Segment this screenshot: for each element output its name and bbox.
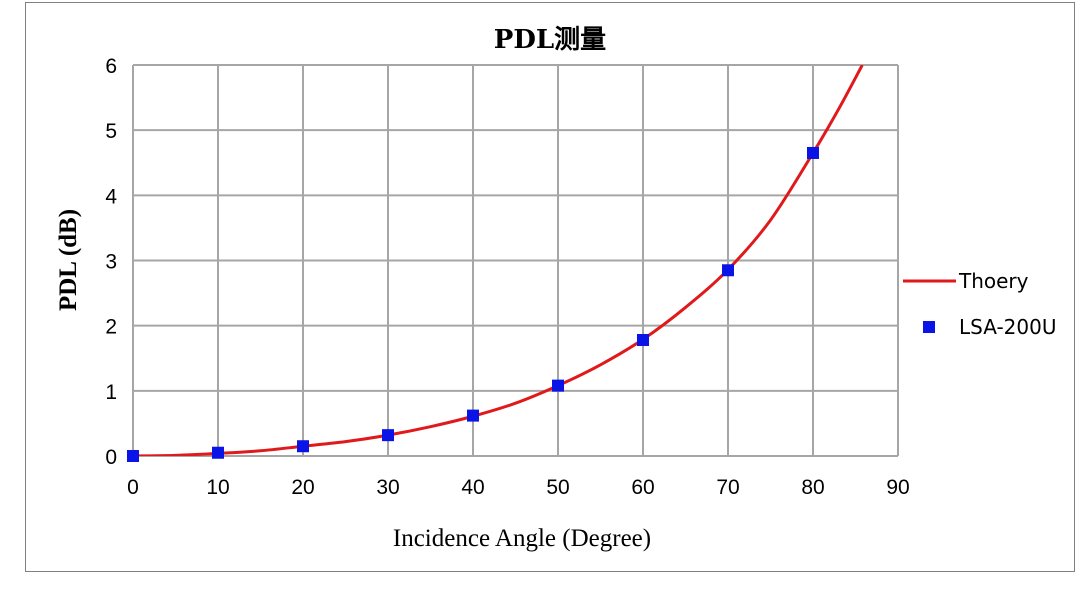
lsa-point bbox=[807, 146, 819, 159]
lsa-point bbox=[637, 334, 649, 347]
y-tick-label: 0 bbox=[105, 446, 117, 469]
y-tick-label: 6 bbox=[105, 55, 117, 78]
x-tick-label: 90 bbox=[886, 476, 909, 499]
legend-lsa-label: LSA-200U bbox=[959, 315, 1056, 339]
y-axis-label: PDL (dB) bbox=[55, 209, 82, 311]
x-tick-label: 40 bbox=[461, 476, 484, 499]
lsa-point bbox=[212, 446, 224, 459]
y-tick-label: 3 bbox=[105, 251, 117, 274]
lsa-point bbox=[382, 429, 394, 442]
y-tick-label: 1 bbox=[105, 381, 117, 404]
lsa-point bbox=[467, 409, 479, 422]
x-tick-label: 20 bbox=[291, 476, 314, 499]
x-tick-label: 70 bbox=[716, 476, 739, 499]
lsa-point bbox=[297, 440, 309, 453]
lsa-point bbox=[722, 264, 734, 277]
lsa-point bbox=[552, 379, 564, 392]
x-axis-label: Incidence Angle (Degree) bbox=[393, 525, 651, 552]
lsa-series bbox=[127, 146, 819, 462]
x-tick-label: 60 bbox=[631, 476, 654, 499]
chart-frame bbox=[25, 2, 1075, 572]
chart-title: PDL测量 bbox=[494, 25, 606, 55]
legend: Thoery LSA-200U bbox=[903, 269, 1056, 339]
y-tick-label: 4 bbox=[105, 185, 117, 208]
x-tick-label: 30 bbox=[376, 476, 399, 499]
theory-line bbox=[133, 65, 864, 456]
lsa-point bbox=[127, 450, 139, 462]
x-tick-label: 80 bbox=[801, 476, 824, 499]
y-tick-label: 2 bbox=[105, 316, 117, 339]
grid bbox=[132, 64, 899, 457]
y-axis-ticks: 0 1 2 3 4 5 6 bbox=[105, 55, 117, 469]
x-tick-label: 10 bbox=[206, 476, 229, 499]
x-tick-label: 0 bbox=[127, 476, 139, 499]
legend-theory-label: Thoery bbox=[958, 269, 1029, 293]
x-axis-ticks: 0 10 20 30 40 50 60 70 80 90 bbox=[127, 476, 910, 499]
theory-series bbox=[133, 65, 864, 456]
legend-lsa-swatch bbox=[923, 321, 935, 333]
y-tick-label: 5 bbox=[105, 120, 117, 143]
x-tick-label: 50 bbox=[546, 476, 569, 499]
